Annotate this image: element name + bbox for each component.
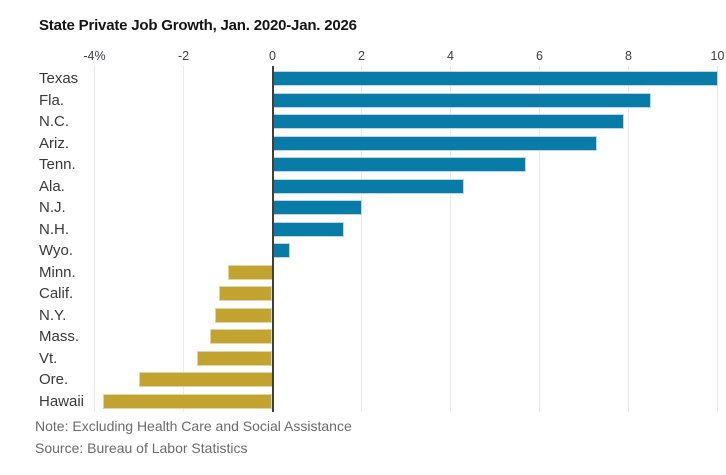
row-label: Texas xyxy=(39,70,79,87)
gridline xyxy=(94,66,95,412)
bar xyxy=(103,393,273,409)
zero-baseline xyxy=(271,66,274,412)
row-label: Minn. xyxy=(39,263,76,281)
bar-row: Vt. xyxy=(0,348,726,370)
x-tick-label: 4 xyxy=(447,49,454,63)
bar-row: Minn. xyxy=(0,262,726,284)
row-label: N.C. xyxy=(39,113,69,130)
row-label: Ore. xyxy=(39,371,69,388)
x-tick-label: -2 xyxy=(177,49,190,63)
chart-source: Source: Bureau of Labor Statistics xyxy=(35,440,248,456)
bar xyxy=(272,243,291,258)
bar xyxy=(272,92,651,108)
bar xyxy=(272,178,464,194)
row-label: Ariz. xyxy=(39,134,69,152)
gridline xyxy=(450,66,451,412)
bar-row: Texas xyxy=(0,68,726,90)
bar xyxy=(139,372,273,387)
x-tick-label: 6 xyxy=(536,49,543,63)
x-tick-label: 2 xyxy=(358,49,365,63)
bar xyxy=(272,221,344,237)
bar xyxy=(228,264,273,280)
gridline xyxy=(717,66,718,412)
x-tick-label: 10 xyxy=(710,49,725,63)
row-label: N.Y. xyxy=(39,306,67,324)
x-tick-label: 0 xyxy=(269,49,276,63)
bar-row: N.H. xyxy=(0,219,726,241)
row-label: Mass. xyxy=(39,328,80,345)
row-label: N.J. xyxy=(39,199,66,216)
bar xyxy=(219,286,273,301)
bar-row: N.Y. xyxy=(0,305,726,327)
bar-row: N.C. xyxy=(0,111,726,133)
bar-row: Ore. xyxy=(0,369,726,391)
bar xyxy=(272,114,625,129)
bar-row: Fla. xyxy=(0,90,726,112)
row-label: Fla. xyxy=(39,91,65,109)
gridline xyxy=(183,66,184,412)
chart-note: Note: Excluding Health Care and Social A… xyxy=(35,418,352,434)
bar-row: N.J. xyxy=(0,197,726,219)
bar-row: Tenn. xyxy=(0,154,726,176)
bar xyxy=(272,200,362,215)
bar xyxy=(272,157,527,172)
bar-row: Mass. xyxy=(0,326,726,348)
row-label: Calif. xyxy=(39,285,74,302)
bar-row: Hawaii xyxy=(0,391,726,413)
bar-row: Wyo. xyxy=(0,240,726,262)
gridline xyxy=(539,66,540,412)
row-label: Vt. xyxy=(39,349,58,367)
x-tick-label: -4% xyxy=(83,49,106,63)
bar xyxy=(210,329,273,344)
row-label: Tenn. xyxy=(39,156,76,173)
bar-row: Ala. xyxy=(0,176,726,198)
bar xyxy=(214,307,273,323)
bar xyxy=(272,71,718,86)
gridline xyxy=(361,66,362,412)
row-label: Hawaii xyxy=(39,392,85,410)
chart-title: State Private Job Growth, Jan. 2020-Jan.… xyxy=(39,17,357,34)
row-label: Wyo. xyxy=(39,242,74,259)
bar xyxy=(272,135,598,151)
bar xyxy=(196,350,273,366)
row-label: N.H. xyxy=(39,220,69,238)
row-label: Ala. xyxy=(39,177,65,195)
bar-row: Calif. xyxy=(0,283,726,305)
x-tick-label: 8 xyxy=(625,49,632,63)
bar-row: Ariz. xyxy=(0,133,726,155)
gridline xyxy=(628,66,629,412)
